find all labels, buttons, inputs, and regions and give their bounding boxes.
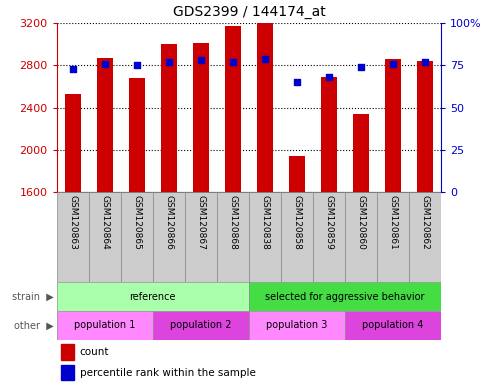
Point <box>101 61 108 67</box>
Bar <box>153 192 185 282</box>
Bar <box>257 23 273 192</box>
Text: GSM120868: GSM120868 <box>228 195 238 250</box>
Bar <box>417 61 433 192</box>
Bar <box>249 282 441 311</box>
Point <box>325 74 333 80</box>
Point <box>165 59 173 65</box>
Point <box>357 64 365 70</box>
Bar <box>193 43 209 192</box>
Text: other  ▶: other ▶ <box>14 320 54 331</box>
Bar <box>249 311 345 340</box>
Text: GSM120864: GSM120864 <box>100 195 109 250</box>
Bar <box>321 77 337 192</box>
Bar <box>225 26 241 192</box>
Text: GSM120860: GSM120860 <box>356 195 366 250</box>
Bar <box>345 192 377 282</box>
Bar <box>65 94 81 192</box>
Point <box>261 55 269 61</box>
Text: count: count <box>80 347 109 357</box>
Text: population 4: population 4 <box>362 320 424 331</box>
Bar <box>217 192 249 282</box>
Text: GSM120861: GSM120861 <box>388 195 398 250</box>
Title: GDS2399 / 144174_at: GDS2399 / 144174_at <box>173 5 325 19</box>
Bar <box>313 192 345 282</box>
Bar <box>161 44 177 192</box>
Bar <box>345 311 441 340</box>
Point <box>293 79 301 85</box>
Text: population 2: population 2 <box>170 320 232 331</box>
Bar <box>153 311 249 340</box>
Bar <box>89 192 121 282</box>
Bar <box>377 192 409 282</box>
Bar <box>185 192 217 282</box>
Text: GSM120858: GSM120858 <box>292 195 302 250</box>
Bar <box>121 192 153 282</box>
Bar <box>249 192 281 282</box>
Text: GSM120838: GSM120838 <box>260 195 270 250</box>
Text: population 1: population 1 <box>74 320 136 331</box>
Point <box>389 61 397 67</box>
Text: GSM120866: GSM120866 <box>164 195 174 250</box>
Bar <box>289 156 305 192</box>
Point <box>69 66 77 72</box>
Text: GSM120865: GSM120865 <box>132 195 141 250</box>
Text: reference: reference <box>130 291 176 302</box>
Bar <box>353 114 369 192</box>
Text: percentile rank within the sample: percentile rank within the sample <box>80 368 256 378</box>
Bar <box>409 192 441 282</box>
Text: population 3: population 3 <box>266 320 328 331</box>
Bar <box>57 282 249 311</box>
Text: GSM120863: GSM120863 <box>68 195 77 250</box>
Point <box>197 57 205 63</box>
Text: GSM120862: GSM120862 <box>421 195 430 250</box>
Bar <box>281 192 313 282</box>
Bar <box>61 344 74 360</box>
Point <box>229 59 237 65</box>
Text: GSM120867: GSM120867 <box>196 195 206 250</box>
Text: selected for aggressive behavior: selected for aggressive behavior <box>265 291 425 302</box>
Bar <box>129 78 145 192</box>
Text: GSM120859: GSM120859 <box>324 195 334 250</box>
Point <box>421 59 429 65</box>
Text: strain  ▶: strain ▶ <box>12 291 54 302</box>
Bar <box>61 365 74 381</box>
Point <box>133 62 141 68</box>
Bar <box>385 59 401 192</box>
Bar <box>97 58 113 192</box>
Bar <box>57 311 153 340</box>
Bar <box>57 192 89 282</box>
